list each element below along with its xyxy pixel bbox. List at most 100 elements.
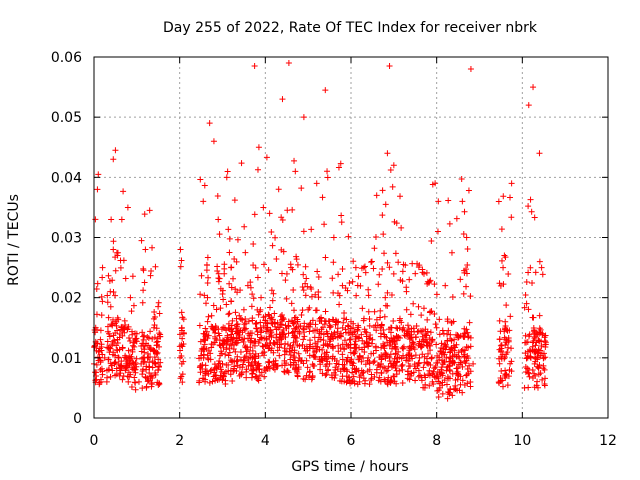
data-point — [107, 345, 114, 352]
data-point — [521, 304, 528, 311]
data-point — [293, 256, 300, 263]
data-point — [148, 383, 155, 390]
data-point — [281, 368, 288, 375]
data-point — [402, 332, 409, 339]
data-point — [496, 317, 503, 324]
data-point — [98, 312, 105, 319]
data-point — [380, 231, 387, 238]
data-point — [390, 270, 397, 277]
data-point — [287, 362, 294, 369]
data-point — [180, 358, 187, 365]
data-point — [138, 237, 145, 244]
data-point — [376, 271, 383, 278]
data-point — [433, 341, 440, 348]
data-point — [523, 339, 530, 346]
data-point — [355, 356, 362, 363]
y-tick-label: 0.03 — [51, 231, 82, 247]
data-point — [540, 350, 547, 357]
data-point — [368, 376, 375, 383]
data-point — [99, 274, 106, 281]
data-point — [268, 314, 275, 321]
data-point — [470, 360, 477, 367]
data-point — [113, 371, 120, 378]
data-point — [92, 377, 99, 384]
data-point — [215, 270, 222, 277]
data-point — [265, 267, 272, 274]
data-point — [141, 211, 148, 218]
data-point — [282, 340, 289, 347]
data-point — [133, 335, 140, 342]
data-point — [527, 196, 534, 203]
data-point — [313, 180, 320, 187]
data-point — [403, 354, 410, 361]
data-point — [330, 344, 337, 351]
data-point — [455, 334, 462, 341]
data-point — [406, 352, 413, 359]
data-point — [324, 367, 331, 374]
data-point — [214, 192, 221, 199]
data-point — [141, 358, 148, 365]
data-point — [379, 212, 386, 219]
data-point — [381, 331, 388, 338]
data-point — [539, 331, 546, 338]
data-point — [110, 332, 117, 339]
data-point — [361, 344, 368, 351]
data-point — [104, 323, 111, 330]
data-point — [436, 331, 443, 338]
data-point — [228, 284, 235, 291]
data-point — [293, 361, 300, 368]
data-point — [203, 261, 210, 268]
data-point — [312, 291, 319, 298]
data-point — [404, 371, 411, 378]
data-point — [361, 263, 368, 270]
data-point — [303, 275, 310, 282]
data-point — [238, 369, 245, 376]
data-point — [219, 377, 226, 384]
x-axis-ticks: 0 2 4 6 8 10 12 — [90, 57, 617, 449]
data-point — [531, 370, 538, 377]
data-point — [264, 326, 271, 333]
data-point — [98, 347, 105, 354]
data-point — [306, 352, 313, 359]
data-point — [386, 264, 393, 271]
data-point — [230, 275, 237, 282]
data-point — [104, 292, 111, 299]
data-point — [237, 287, 244, 294]
data-point — [326, 322, 333, 329]
data-point — [453, 365, 460, 372]
data-point — [354, 381, 361, 388]
data-point — [330, 234, 337, 241]
data-point — [151, 347, 158, 354]
data-point — [260, 261, 267, 268]
data-point — [432, 364, 439, 371]
data-point — [253, 320, 260, 327]
data-point — [428, 354, 435, 361]
data-point — [442, 282, 449, 289]
data-point — [283, 360, 290, 367]
data-point — [449, 392, 456, 399]
data-point — [215, 278, 222, 285]
data-point — [496, 336, 503, 343]
data-point — [260, 204, 267, 211]
data-point — [221, 265, 228, 272]
data-point — [360, 369, 367, 376]
data-point — [427, 329, 434, 336]
x-tick-label: 10 — [513, 433, 531, 449]
data-point — [237, 349, 244, 356]
data-point — [408, 325, 415, 332]
data-point — [353, 292, 360, 299]
data-point — [382, 302, 389, 309]
data-point — [425, 279, 432, 286]
data-point — [155, 303, 162, 310]
data-point — [112, 358, 119, 365]
data-point — [542, 354, 549, 361]
data-point — [104, 344, 111, 351]
data-point — [504, 382, 511, 389]
data-point — [403, 288, 410, 295]
data-point — [393, 371, 400, 378]
data-point — [265, 345, 272, 352]
data-point — [387, 351, 394, 358]
data-point — [419, 333, 426, 340]
data-point — [439, 351, 446, 358]
data-point — [263, 154, 270, 161]
